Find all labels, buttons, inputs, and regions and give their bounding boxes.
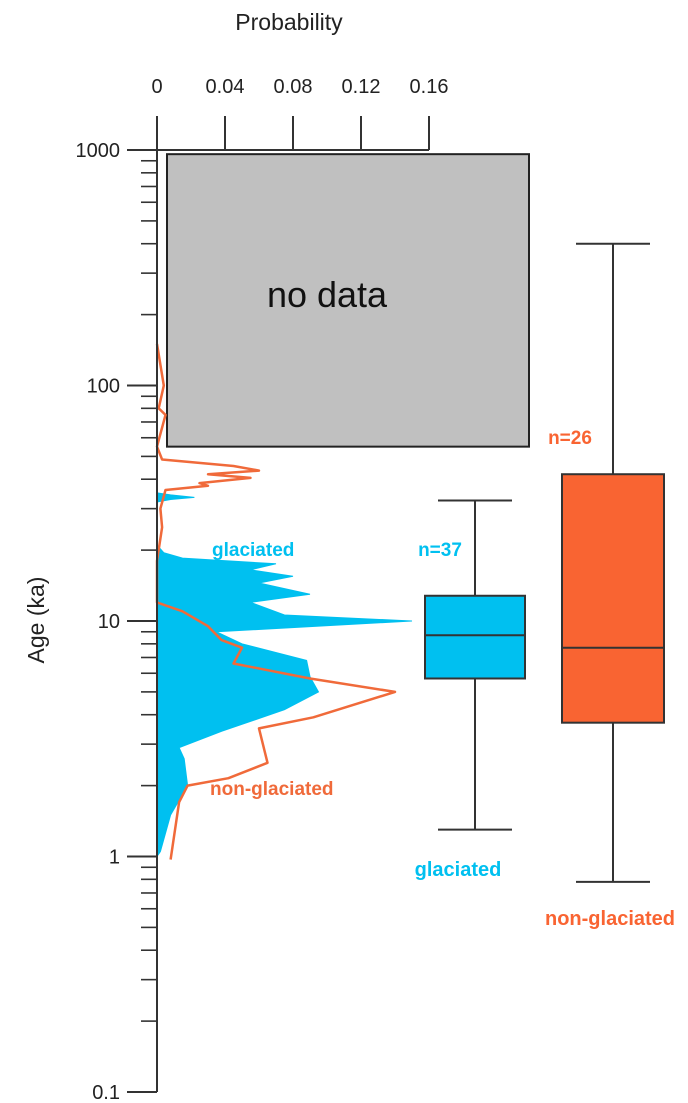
glaciated-curve-label: glaciated [212, 540, 294, 561]
y-tick-label: 100 [87, 376, 120, 398]
y-axis: 0.1 1 10 100 1000 [76, 140, 158, 1103]
y-tick-label: 10 [98, 611, 120, 633]
glaciated-n-label: n=37 [418, 540, 462, 561]
x-tick-label: 0.16 [410, 76, 449, 98]
y-axis-title: Age (ka) [23, 577, 49, 664]
boxplots [424, 242, 665, 883]
boxplot-glaciated-box [424, 594, 526, 680]
x-axis: 0 0.04 0.08 0.12 0.16 [151, 76, 449, 151]
x-tick-label: 0 [151, 76, 162, 98]
x-tick-label: 0.12 [342, 76, 381, 98]
x-tick-label: 0.08 [274, 76, 313, 98]
glaciated-box-label: glaciated [415, 859, 502, 881]
no-data-label: no data [267, 274, 388, 315]
x-axis-title: Probability [235, 9, 343, 35]
non-glaciated-n-label: n=26 [548, 428, 592, 449]
series-glaciated-area [156, 150, 413, 1092]
no-data-region [166, 153, 530, 448]
boxplot-non-glaciated-box [561, 473, 665, 724]
y-tick-label: 0.1 [92, 1082, 120, 1103]
y-tick-label: 1000 [76, 140, 121, 162]
non-glaciated-curve-label: non-glaciated [210, 779, 334, 800]
x-tick-label: 0.04 [206, 76, 245, 98]
non-glaciated-box-label: non-glaciated [545, 908, 675, 930]
no-data-box [166, 153, 530, 448]
y-tick-label: 1 [109, 847, 120, 869]
